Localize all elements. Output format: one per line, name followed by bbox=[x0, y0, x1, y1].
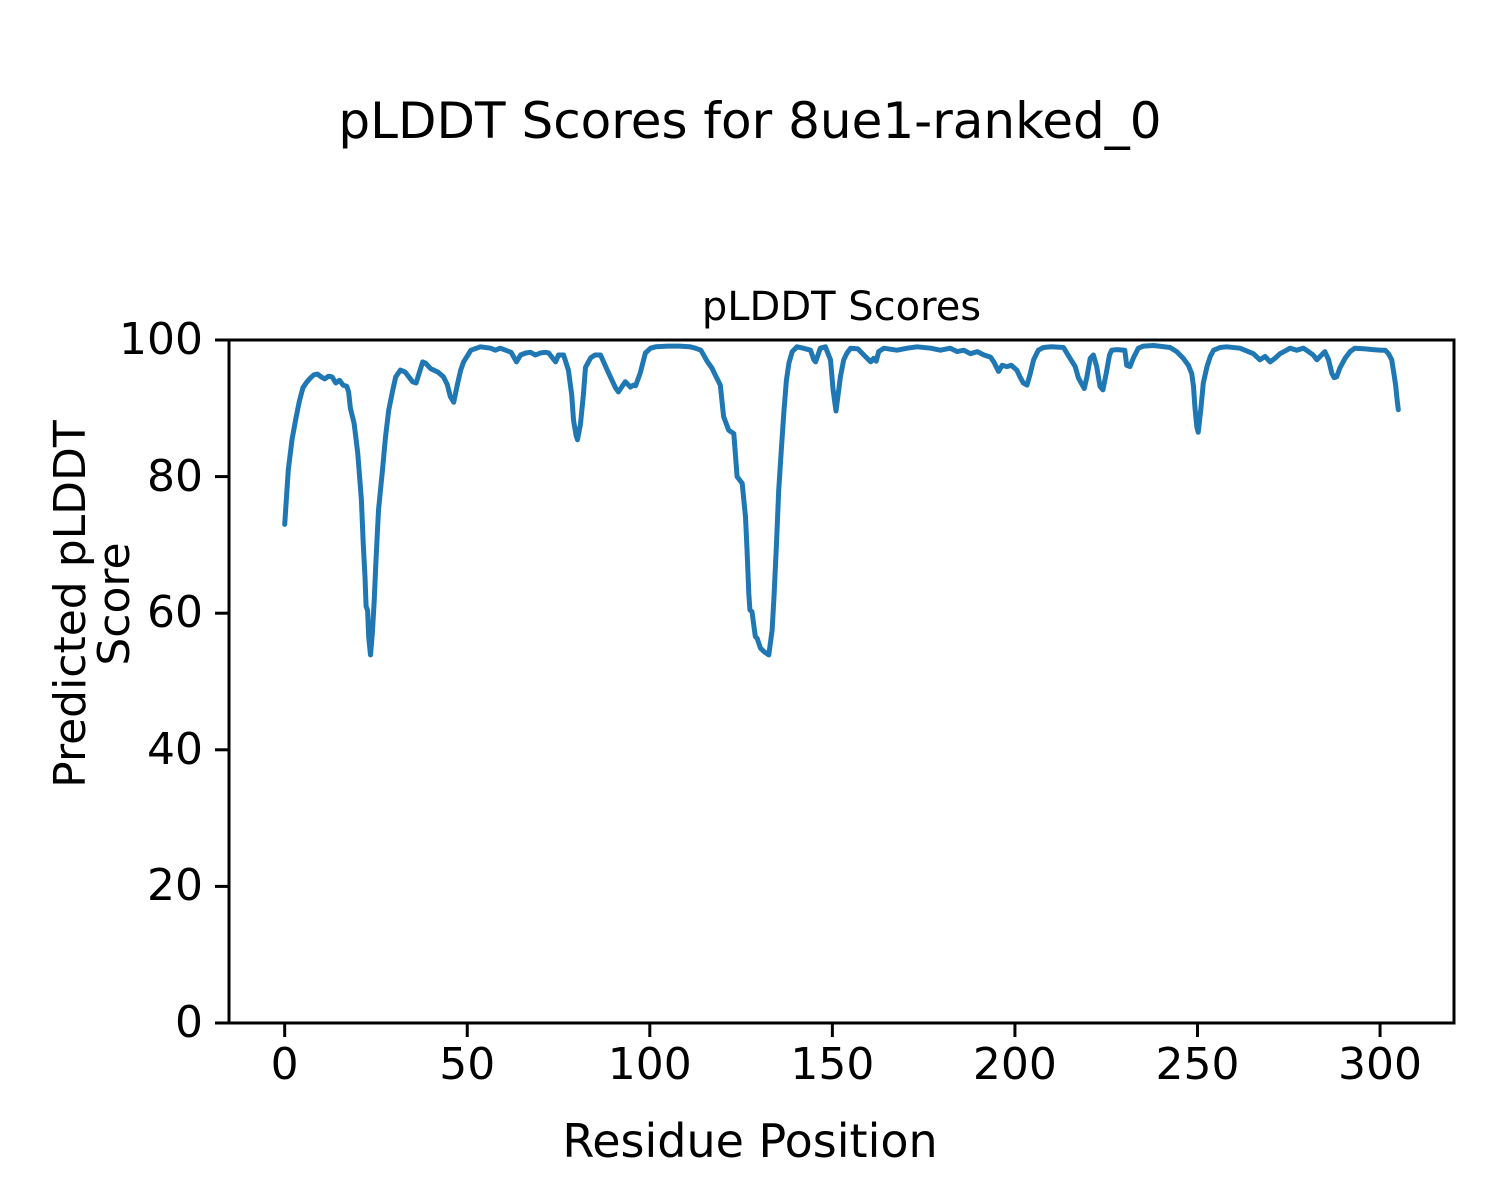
plot-frame bbox=[227, 338, 1456, 1025]
x-tick-label: 250 bbox=[1155, 1039, 1240, 1090]
plddt-line bbox=[282, 343, 1401, 658]
y-tick-label: 0 bbox=[175, 997, 203, 1048]
y-tick-label: 100 bbox=[119, 314, 203, 365]
x-tick-label: 200 bbox=[972, 1039, 1057, 1090]
x-tick-label: 0 bbox=[270, 1039, 299, 1090]
axes-title: pLDDT Scores bbox=[701, 284, 982, 330]
y-tick-label: 80 bbox=[147, 450, 203, 502]
x-axis-label: Residue Position bbox=[562, 1114, 938, 1168]
x-tick-label: 50 bbox=[439, 1039, 496, 1090]
x-tick-label: 300 bbox=[1338, 1039, 1423, 1090]
figure-title: pLDDT Scores for 8ue1-ranked_0 bbox=[338, 92, 1162, 150]
y-tick-label: 40 bbox=[147, 723, 203, 775]
x-tick-label: 100 bbox=[607, 1039, 692, 1090]
x-tick-label: 150 bbox=[790, 1039, 875, 1090]
y-tick-label: 20 bbox=[147, 860, 203, 912]
y-tick-label: 60 bbox=[147, 587, 203, 639]
